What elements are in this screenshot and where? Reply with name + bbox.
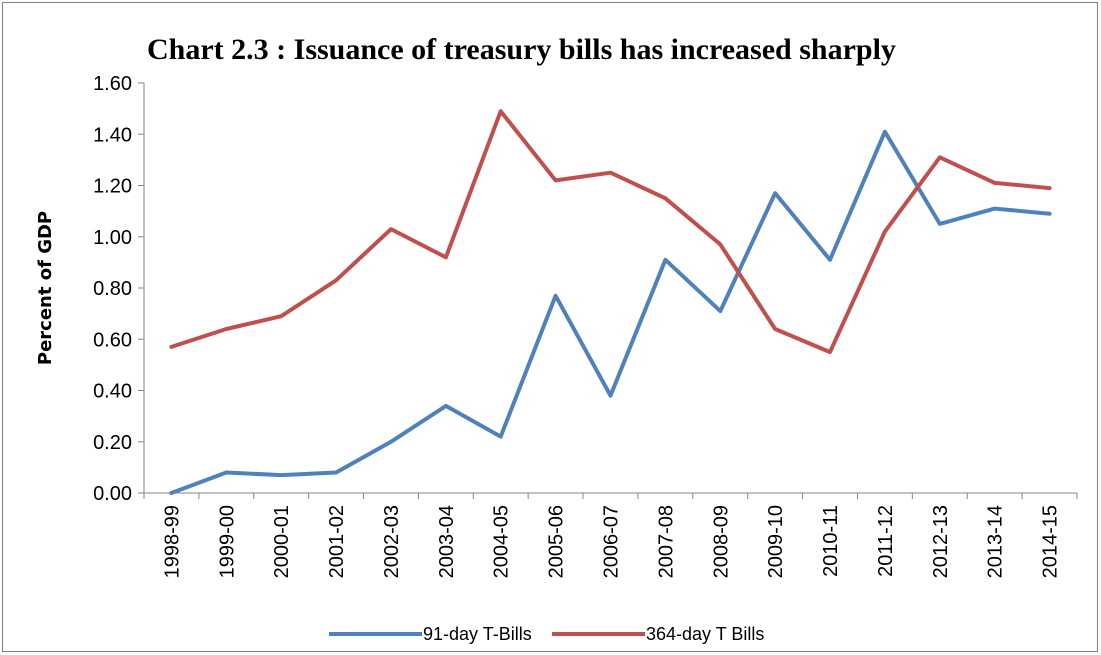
- series-line-2: [169, 109, 1052, 355]
- x-tick-label: 2012-13: [930, 505, 952, 578]
- legend-label-1: 91-day T-Bills: [423, 624, 532, 644]
- x-tick-label: 2013-14: [985, 505, 1007, 578]
- x-tick-label: 2010-11: [820, 505, 842, 577]
- x-tick-label: 2000-01: [271, 505, 293, 578]
- y-tick-label: 1.00: [93, 227, 132, 249]
- x-tick-labels: 1998-99 1999-00 2000-01 2001-02 2002-03 2003-…: [143, 493, 1078, 578]
- y-tick-label: 1.40: [93, 124, 132, 146]
- x-tick-label: 2007-08: [655, 505, 677, 578]
- y-tick-label: 0.60: [93, 329, 132, 351]
- y-axis-label: Percent of GDP: [35, 211, 56, 365]
- x-tick-label: 2001-02: [326, 505, 348, 578]
- y-tick-labels: 0.00 0.20 0.40 0.60 0.80 1.00 1.20 1.40 1.60: [93, 73, 144, 505]
- y-tick-label: 0.20: [93, 432, 132, 454]
- y-tick-label: 0.80: [93, 278, 132, 300]
- x-tick-label: 2006-07: [601, 505, 623, 578]
- legend: 91-day T-Bills 364-day T Bills: [329, 624, 764, 644]
- x-tick-label: 2005-06: [546, 505, 568, 578]
- series-lines: [169, 109, 1052, 495]
- x-tick-label: 2011-12: [875, 505, 897, 577]
- x-tick-label: 2008-09: [710, 505, 732, 578]
- legend-label-2: 364-day T Bills: [646, 624, 764, 644]
- chart-title: Chart 2.3 : Issuance of treasury bills h…: [147, 33, 896, 66]
- axes: [143, 83, 1077, 494]
- y-tick-label: 1.20: [93, 176, 132, 198]
- x-tick-label: 1998-99: [161, 505, 183, 578]
- y-tick-label: 1.60: [93, 73, 132, 95]
- y-tick-label: 0.00: [93, 483, 132, 505]
- y-tick-label: 0.40: [93, 381, 132, 403]
- x-tick-label: 2014-15: [1040, 505, 1062, 578]
- x-tick-label: 2009-10: [765, 505, 787, 578]
- series-line-1: [169, 129, 1052, 495]
- x-tick-label: 2003-04: [436, 505, 458, 578]
- x-tick-label: 2004-05: [491, 505, 513, 578]
- x-tick-label: 1999-00: [216, 505, 238, 578]
- x-tick-label: 2002-03: [381, 505, 403, 578]
